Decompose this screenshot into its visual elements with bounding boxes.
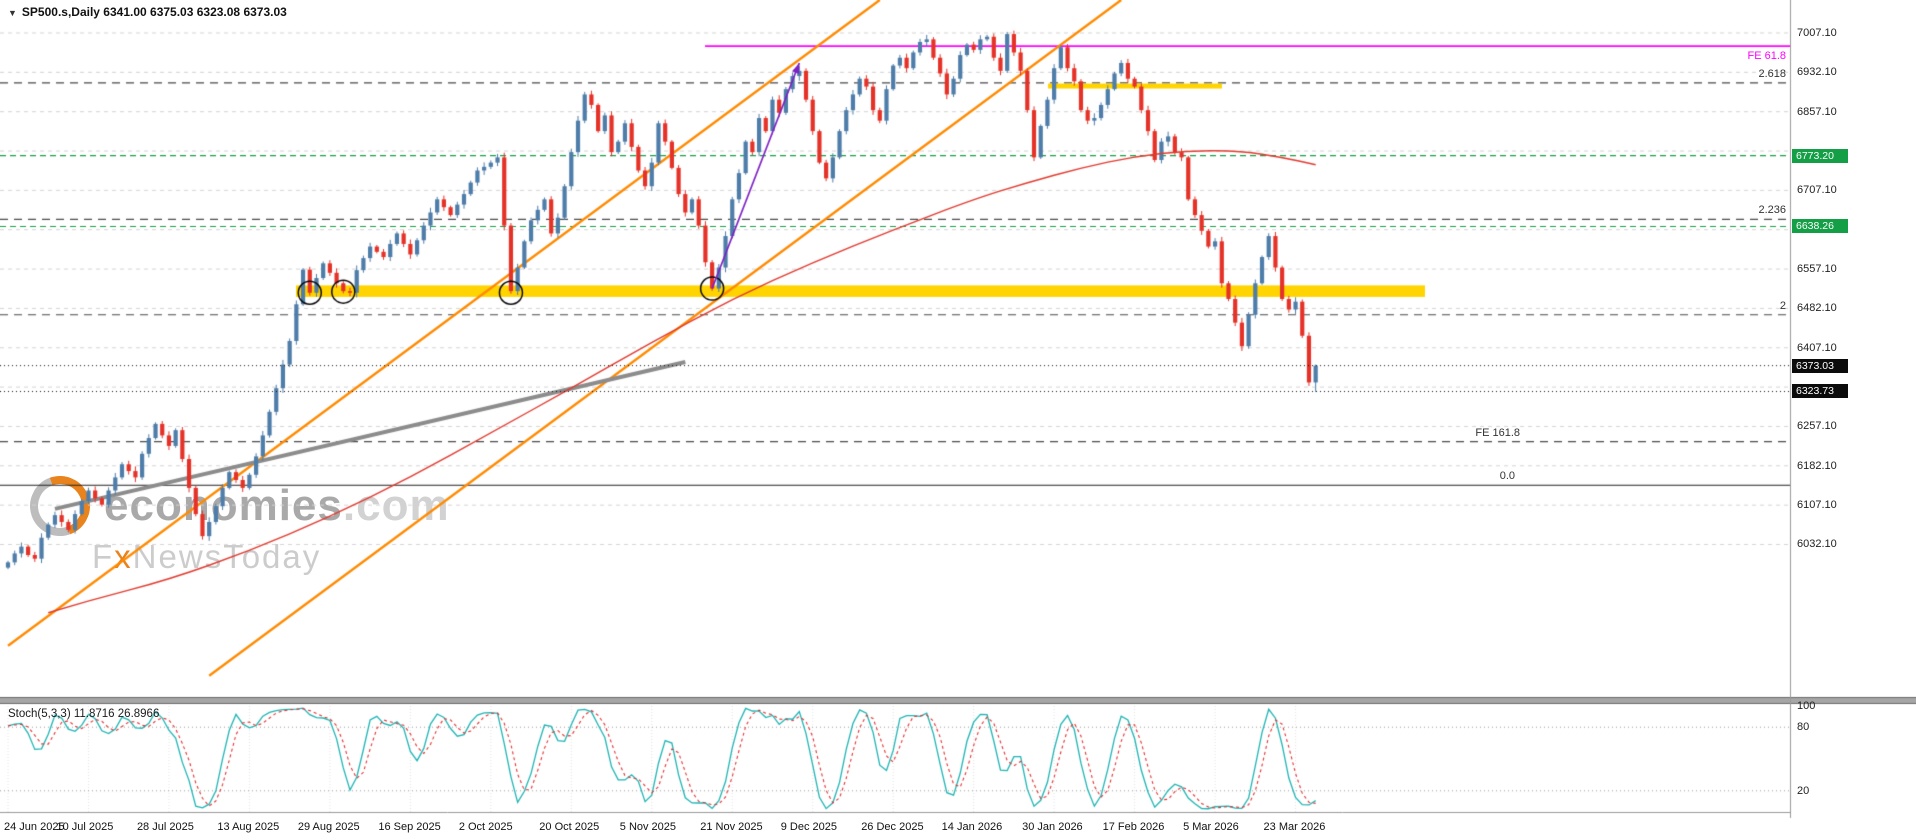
price-axis-label: 6182.10: [1797, 459, 1837, 472]
stochastic-readout: Stoch(5,3,3) 11.8716 26.8966: [8, 708, 160, 720]
price-axis-label: 6932.10: [1797, 66, 1837, 79]
date-label: 16 Sep 2025: [378, 821, 441, 833]
date-label: 21 Nov 2025: [700, 821, 763, 833]
low-price-badge: 6323.73: [1792, 384, 1848, 399]
date-label: 9 Dec 2025: [780, 821, 837, 833]
fib-0-level-label: 0.0: [1499, 470, 1515, 483]
price-axis-label: 6482.10: [1797, 302, 1837, 315]
date-label: 17 Feb 2026: [1102, 821, 1165, 833]
stoch-axis-label: 20: [1797, 784, 1810, 797]
symbol-ohlc-readout: ▼ SP500.s,Daily 6341.00 6375.03 6323.08 6…: [8, 5, 287, 19]
fe-161-8-level-label: FE 161.8: [1475, 426, 1520, 439]
date-label: 14 Jan 2026: [941, 821, 1003, 833]
price-axis-label: 6557.10: [1797, 263, 1837, 276]
date-label: 5 Nov 2025: [619, 821, 677, 833]
price-axis-label: 6107.10: [1797, 499, 1837, 512]
date-label: 5 Mar 2026: [1183, 821, 1239, 833]
price-axis-label: 6857.10: [1797, 105, 1837, 118]
date-label: 13 Aug 2025: [217, 821, 280, 833]
date-label: 29 Aug 2025: [297, 821, 360, 833]
green-level-badge-lower: 6638.26: [1792, 219, 1848, 234]
date-label: 20 Oct 2025: [539, 821, 600, 833]
date-label: 10 Jul 2025: [56, 821, 114, 833]
stoch-axis-label: 80: [1797, 721, 1810, 734]
price-axis-label: 6257.10: [1797, 420, 1837, 433]
symbol-caret-icon: ▼: [8, 8, 17, 18]
current-price-badge: 6373.03: [1792, 358, 1848, 373]
price-axis-label: 7007.10: [1797, 26, 1837, 39]
price-axis-label: 6407.10: [1797, 341, 1837, 354]
fib-2-level-label: 2: [1779, 299, 1786, 312]
price-axis-label: 6032.10: [1797, 538, 1837, 551]
date-label: 26 Dec 2025: [861, 821, 924, 833]
date-label: 28 Jul 2025: [136, 821, 194, 833]
date-label: 24 Jun 2025: [4, 821, 65, 833]
date-label: 2 Oct 2025: [458, 821, 513, 833]
stoch-axis-label: 100: [1797, 700, 1816, 712]
fib-2236-level-label: 2.236: [1758, 204, 1786, 217]
date-label: 23 Mar 2026: [1263, 821, 1326, 833]
green-level-badge-upper: 6773.20: [1792, 148, 1848, 163]
fib-2618-level-label: 2.618: [1758, 67, 1786, 80]
date-label: 30 Jan 2026: [1022, 821, 1083, 833]
fe-61-8-level-label: FE 61.8: [1747, 50, 1786, 63]
price-axis-label: 6707.10: [1797, 184, 1837, 197]
